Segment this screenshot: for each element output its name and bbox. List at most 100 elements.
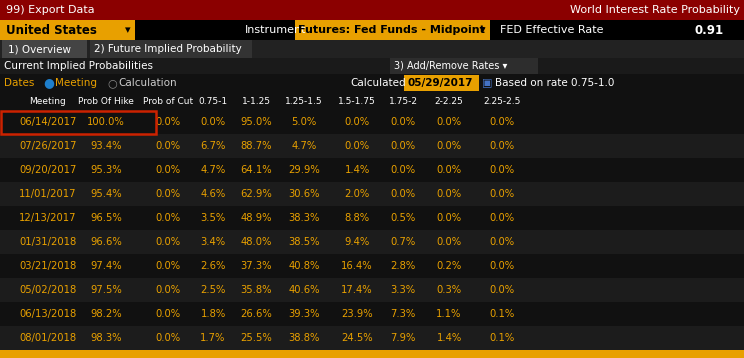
Text: 0.0%: 0.0% [391,165,416,175]
Text: 3.5%: 3.5% [200,213,225,223]
Text: ○: ○ [107,78,117,88]
Text: 3.3%: 3.3% [391,285,416,295]
Text: 03/21/2018: 03/21/2018 [19,261,77,271]
Text: 08/01/2018: 08/01/2018 [19,333,77,343]
Text: 0.0%: 0.0% [490,237,515,247]
Text: 6.7%: 6.7% [200,141,225,151]
Text: 40.6%: 40.6% [288,285,320,295]
Text: 17.4%: 17.4% [341,285,373,295]
Bar [0,206,744,230]
Bar [0,230,744,254]
Text: 0.0%: 0.0% [391,189,416,199]
Text: 1.4%: 1.4% [344,165,370,175]
Text: 0.0%: 0.0% [490,261,515,271]
Text: 1.75-2: 1.75-2 [388,97,417,106]
Text: 2.6%: 2.6% [200,261,225,271]
Text: 2.0%: 2.0% [344,189,370,199]
Text: 0.0%: 0.0% [490,189,515,199]
Text: ●: ● [43,77,54,90]
Text: Prob Of Hike: Prob Of Hike [78,97,134,106]
Bar [0,182,744,206]
Text: 48.0%: 48.0% [240,237,272,247]
Bar [1,111,156,134]
Text: 0.0%: 0.0% [391,117,416,127]
Bar [90,40,252,58]
Bar [390,58,538,74]
Text: 96.5%: 96.5% [90,213,122,223]
Text: Meeting: Meeting [55,78,97,88]
Text: 0.0%: 0.0% [155,237,181,247]
Text: ▾: ▾ [125,25,131,35]
Text: 09/20/2017: 09/20/2017 [19,165,77,175]
Bar [2,40,87,58]
Text: Meeting: Meeting [30,97,66,106]
Text: 0.0%: 0.0% [437,165,461,175]
Text: 9.4%: 9.4% [344,237,370,247]
Text: 40.8%: 40.8% [289,261,320,271]
Text: 93.4%: 93.4% [90,141,122,151]
Text: 0.0%: 0.0% [155,333,181,343]
Text: 30.6%: 30.6% [288,189,320,199]
Text: FED Effective Rate: FED Effective Rate [500,25,603,35]
Bar [0,20,744,40]
Bar [0,350,744,358]
Text: 4.6%: 4.6% [200,189,225,199]
Text: 1.8%: 1.8% [200,309,225,319]
Text: 0.0%: 0.0% [437,213,461,223]
Text: 0.0%: 0.0% [437,189,461,199]
Text: 23.9%: 23.9% [341,309,373,319]
Text: 0.0%: 0.0% [155,261,181,271]
Text: 16.4%: 16.4% [341,261,373,271]
Text: 0.0%: 0.0% [437,117,461,127]
Text: 95.3%: 95.3% [90,165,122,175]
Text: 1.5-1.75: 1.5-1.75 [338,97,376,106]
Text: 0.0%: 0.0% [490,117,515,127]
Bar [0,40,744,58]
Text: Instrument: Instrument [245,25,307,35]
Text: 97.5%: 97.5% [90,285,122,295]
Text: 38.5%: 38.5% [288,237,320,247]
Text: 3) Add/Remove Rates ▾: 3) Add/Remove Rates ▾ [394,61,507,71]
Text: Prob of Cut: Prob of Cut [143,97,193,106]
Text: 0.1%: 0.1% [490,333,515,343]
Text: 35.8%: 35.8% [240,285,272,295]
Text: 0.7%: 0.7% [391,237,416,247]
Text: 1.4%: 1.4% [437,333,461,343]
Text: 24.5%: 24.5% [341,333,373,343]
Bar [0,302,744,326]
Text: 4.7%: 4.7% [292,141,317,151]
Text: 06/13/2018: 06/13/2018 [19,309,77,319]
Bar [0,326,744,350]
Text: 0.0%: 0.0% [344,141,370,151]
Text: 98.3%: 98.3% [90,333,122,343]
Text: 0.75-1: 0.75-1 [199,97,228,106]
Text: World Interest Rate Probability: World Interest Rate Probability [570,5,740,15]
Text: 0.0%: 0.0% [490,165,515,175]
Text: 0.0%: 0.0% [490,213,515,223]
Text: 0.0%: 0.0% [437,237,461,247]
Bar [0,0,744,20]
Text: 0.0%: 0.0% [490,141,515,151]
Text: 0.3%: 0.3% [437,285,461,295]
Text: 38.8%: 38.8% [289,333,320,343]
Bar [0,254,744,278]
Text: 0.0%: 0.0% [155,213,181,223]
Text: 0.2%: 0.2% [437,261,461,271]
Text: 95.0%: 95.0% [240,117,272,127]
Text: 5.0%: 5.0% [292,117,317,127]
Text: 2-2.25: 2-2.25 [434,97,464,106]
Text: 96.6%: 96.6% [90,237,122,247]
Text: 7.3%: 7.3% [391,309,416,319]
Text: 0.5%: 0.5% [391,213,416,223]
Bar [0,74,744,92]
Text: Futures: Fed Funds - Midpoint: Futures: Fed Funds - Midpoint [298,25,485,35]
Text: Calculation: Calculation [118,78,176,88]
Text: 95.4%: 95.4% [90,189,122,199]
Text: 39.3%: 39.3% [288,309,320,319]
Text: 38.3%: 38.3% [289,213,320,223]
Text: 3.4%: 3.4% [200,237,225,247]
Text: 06/14/2017: 06/14/2017 [19,117,77,127]
Text: 2.5%: 2.5% [200,285,225,295]
Text: 4.7%: 4.7% [200,165,225,175]
Text: 0.0%: 0.0% [155,285,181,295]
